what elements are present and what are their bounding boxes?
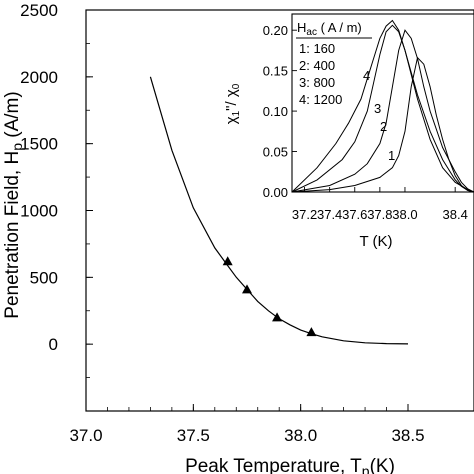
inset-legend-title-unit: ( A / m) bbox=[317, 20, 362, 35]
data-point-triangle bbox=[272, 312, 283, 322]
x-tick-label: 38.0 bbox=[284, 426, 317, 445]
x-tick-label: 37.0 bbox=[69, 426, 102, 445]
y-axis-title-main: Penetration Field, H bbox=[2, 151, 23, 319]
inset-y-title-sub1: 1 bbox=[231, 110, 242, 116]
inset-x-tick-label: 37.2 bbox=[292, 207, 317, 222]
y-tick-label: 1500 bbox=[20, 135, 58, 154]
inset-curve-label-4: 4 bbox=[363, 68, 370, 83]
inset-y-title-sub2: 0 bbox=[231, 83, 242, 89]
data-point-triangle bbox=[242, 284, 252, 294]
y-tick-label: 0 bbox=[49, 335, 58, 354]
y-tick-label: 1000 bbox=[20, 202, 58, 221]
inset-y-tick-label: 0.10 bbox=[263, 104, 288, 119]
x-axis-title: Peak Temperature, Tp(K) bbox=[185, 456, 395, 474]
inset-y-tick-label: 0.20 bbox=[263, 23, 288, 38]
inset-legend-entry: 1: 160 bbox=[299, 41, 335, 56]
inset-y-title-mid: "/ χ bbox=[223, 89, 240, 111]
inset-x-tick-label: 37.8 bbox=[367, 207, 392, 222]
y-axis-title-unit: (A/m) bbox=[2, 91, 23, 143]
inset-x-tick-label: 37.6 bbox=[342, 207, 367, 222]
y-tick-label: 2000 bbox=[20, 68, 58, 87]
inset-plot: 37.2 37.4 37.6 37.8 38.0 38.4 0.00 0.05 0.10 0.15… bbox=[223, 13, 474, 250]
inset-y-axis-title: χ1"/ χ0 bbox=[223, 83, 242, 124]
inset-y-tick-label: 0.05 bbox=[263, 145, 288, 160]
inset-y-tick-label: 0.00 bbox=[263, 185, 288, 200]
inset-x-axis-title: T (K) bbox=[359, 233, 392, 250]
inset-curve-label-3: 3 bbox=[374, 101, 381, 116]
inset-y-title-chi1: χ bbox=[223, 116, 240, 124]
x-axis-title-unit: (K) bbox=[370, 456, 395, 474]
inset-legend-entry: 4: 1200 bbox=[299, 92, 342, 107]
x-tick-label: 37.5 bbox=[177, 426, 210, 445]
inset-curve-1 bbox=[291, 56, 474, 193]
inset-legend-title-h: H bbox=[297, 20, 306, 35]
y-axis-title: Penetration Field, Hp (A/m) bbox=[2, 91, 25, 318]
y-axis-title-sub: p bbox=[9, 143, 25, 151]
inset-curve-4 bbox=[291, 19, 474, 193]
inset-curve-2 bbox=[291, 29, 474, 193]
data-point-triangle bbox=[222, 256, 233, 266]
inset-curve-label-2: 2 bbox=[380, 119, 387, 134]
inset-curve-3 bbox=[291, 24, 474, 193]
y-tick-label: 2500 bbox=[20, 1, 58, 20]
inset-x-tick-label: 37.4 bbox=[317, 207, 342, 222]
inset-legend-entry: 2: 400 bbox=[299, 58, 335, 73]
inset-x-axis-title-text: T (K) bbox=[359, 233, 392, 250]
inset-x-tick-label: 38.4 bbox=[443, 207, 468, 222]
x-tick-label: 38.5 bbox=[391, 426, 424, 445]
inset-legend-entry: 3: 800 bbox=[299, 75, 335, 90]
inset-y-tick-label: 0.15 bbox=[263, 64, 288, 79]
x-axis-title-sub: p bbox=[362, 463, 370, 474]
inset-legend-title: Hac ( A / m) bbox=[297, 20, 362, 38]
inset-legend-title-sub: ac bbox=[306, 27, 317, 38]
x-axis-title-main: Peak Temperature, T bbox=[185, 456, 362, 474]
y-tick-label: 500 bbox=[30, 268, 58, 287]
inset-curve-label-1: 1 bbox=[388, 148, 395, 163]
inset-x-tick-label: 38.0 bbox=[392, 207, 417, 222]
data-point-triangle bbox=[306, 327, 317, 337]
fit-curve bbox=[149, 76, 409, 345]
